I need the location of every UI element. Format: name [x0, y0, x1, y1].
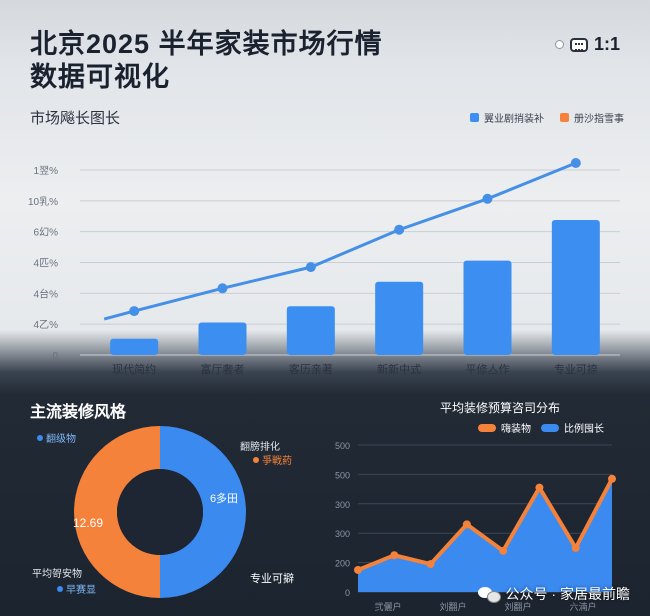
aspect-ratio-badge[interactable]: 1:1 [554, 34, 620, 55]
x-tick-label: 现代简约 [112, 362, 156, 376]
aspect-ratio-label: 1:1 [593, 34, 620, 54]
y-tick-label: 0 [52, 351, 58, 362]
annotation-dot [253, 457, 259, 463]
legend-item-orange: 嗨装物 [478, 420, 531, 435]
y-tick-label: 4匹% [34, 259, 59, 270]
bar [110, 338, 159, 355]
x-tick-label: 弐儷户 [374, 601, 401, 612]
y-tick-label: 500 [335, 470, 350, 480]
x-tick-label: 刘翻户 [504, 601, 531, 612]
bar [375, 281, 424, 355]
donut-annotation: 专业可擗 [250, 571, 294, 585]
area-point [426, 560, 435, 569]
y-tick-label: 300 [335, 529, 350, 539]
legend-item-bar: 翼业剧捎装补 [470, 110, 544, 125]
watermark: 公众号 · 家居最前瞻 [477, 584, 630, 604]
dot-icon [554, 40, 564, 49]
y-tick-label: 200 [335, 559, 350, 569]
legend-swatch-orange [478, 423, 496, 432]
donut-center-value: 12.69 [73, 516, 103, 530]
title-line-2: 数据可视化 [30, 62, 170, 92]
legend-label-blue: 比例囤长 [564, 424, 604, 435]
x-tick-label: 客历亲著 [289, 362, 333, 376]
bar [551, 219, 600, 355]
line-point [482, 193, 493, 204]
growth-chart-legend: 翼业剧捎装补 册沙指雪事 [470, 110, 624, 125]
legend-item-line: 册沙指雪事 [560, 110, 624, 125]
y-tick-label: 300 [335, 500, 350, 510]
x-tick-label: 六湳户 [569, 601, 596, 612]
growth-chart-title: 市场飚长图长 [30, 110, 121, 127]
area-point [390, 551, 399, 560]
annotation-dot [37, 435, 43, 441]
page-title: 北京2025 半年家装市场行情 数据可视化 [30, 28, 383, 94]
legend-swatch-bar [470, 113, 479, 122]
area-line [357, 477, 614, 572]
donut-annotation: 翻级物 [46, 432, 76, 445]
donut-hole [117, 469, 203, 555]
legend-swatch-blue [541, 423, 559, 432]
y-tick-label: 500 [335, 441, 350, 451]
y-tick-label: 4乙% [34, 319, 59, 331]
y-tick-label: 4台% [34, 287, 59, 300]
legend-label-line: 册沙指雪事 [574, 114, 624, 125]
legend-swatch-line [560, 113, 569, 122]
wechat-icon [477, 585, 501, 603]
area-point [535, 483, 544, 492]
donut-annotation: 爭戦葯 [262, 454, 292, 467]
donut-annotation: 翻膀排化 [240, 440, 280, 453]
area-point [571, 543, 580, 552]
style-chart-title: 主流装修风格 [30, 404, 127, 421]
line-point [305, 262, 316, 273]
area-point [499, 546, 508, 555]
area-point [462, 520, 471, 529]
aspect-ratio-icon [569, 37, 588, 52]
legend-item-blue: 比例囤长 [541, 420, 604, 435]
title-line-1: 北京2025 半年家装市场行情 [30, 29, 383, 59]
area-point [354, 565, 362, 574]
bar [463, 260, 512, 355]
bar [198, 322, 247, 355]
line-point [129, 306, 140, 317]
line-point [394, 224, 405, 235]
y-tick-label: 0 [345, 588, 350, 598]
y-tick-label: 6幻% [34, 226, 59, 239]
watermark-text: 公众号 · 家居最前瞻 [505, 586, 630, 602]
line-point [217, 283, 228, 294]
annotation-dot [57, 586, 63, 592]
bar [286, 306, 335, 355]
legend-label-bar: 翼业剧捎装补 [484, 114, 544, 125]
budget-area-chart: 0 200 300 300 500 500 弐儷户 刘翻户 刘翻户 六湳户 [335, 441, 616, 612]
area-point [608, 474, 616, 483]
y-tick-label: 1翌% [34, 165, 59, 177]
y-tick-label: 10乳% [28, 195, 58, 208]
growth-chart: 0 4乙% 4台% 4匹% 6幻% 10乳% 1翌% 现代简约 富厅奢者 客历亲著 新新中式 平修亼作… [28, 158, 620, 376]
line-point [570, 158, 581, 169]
donut-annotation: 平均哿安物 [32, 567, 82, 580]
donut-annotation: 6多田 [210, 491, 238, 505]
x-tick-label: 平修亼作 [466, 362, 510, 376]
donut-annotation: 早赛显 [66, 583, 96, 596]
budget-chart-title: 平均装修预算咨司分布 [440, 401, 561, 415]
x-tick-label: 富厅奢者 [201, 362, 245, 376]
x-tick-label: 新新中式 [377, 362, 421, 376]
legend-label-orange: 嗨装物 [501, 424, 531, 435]
x-tick-label: 刘翻户 [439, 601, 466, 612]
budget-chart-legend: 嗨装物 比例囤长 [478, 420, 604, 435]
x-tick-label: 专业可捺 [554, 362, 598, 376]
